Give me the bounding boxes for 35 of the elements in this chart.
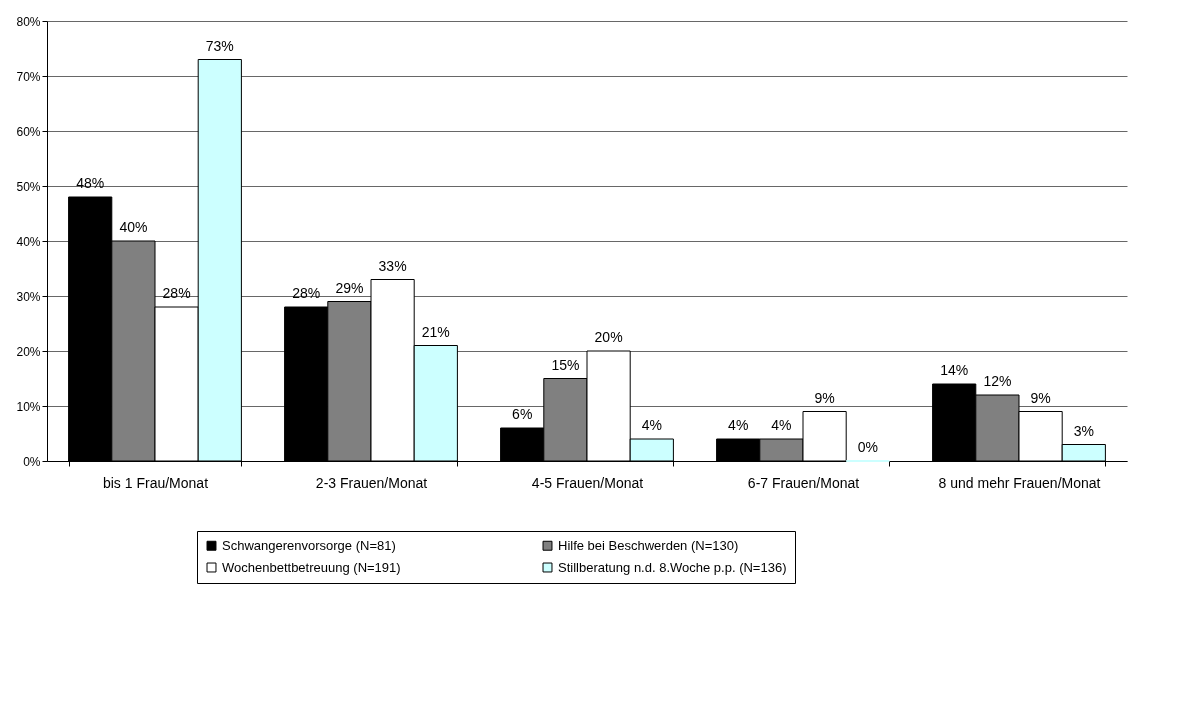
data-label: 21% xyxy=(421,323,450,340)
data-label: 9% xyxy=(814,389,835,406)
y-tick-label: 60% xyxy=(16,124,41,139)
data-label: 4% xyxy=(641,417,662,433)
x-tick-label: bis 1 Frau/Monat xyxy=(102,474,209,491)
x-tick-label: 2-3 Frauen/Monat xyxy=(315,474,428,491)
legend-label: Stillberatung n.d. 8.Woche p.p. (N=136) xyxy=(558,559,787,575)
legend-label: Wochenbettbetreuung (N=191) xyxy=(222,559,401,575)
y-tick-label: 10% xyxy=(16,399,41,414)
x-tick-label: 4-5 Frauen/Monat xyxy=(531,474,644,491)
data-label: 29% xyxy=(335,279,364,296)
y-tick-label: 20% xyxy=(16,344,41,359)
legend-label: Hilfe bei Beschwerden (N=130) xyxy=(558,537,739,553)
y-tick-label: 40% xyxy=(16,234,41,249)
data-label: 33% xyxy=(378,257,407,274)
data-label: 4% xyxy=(728,417,749,433)
data-label: 4% xyxy=(771,417,792,433)
x-tick-label: 6-7 Frauen/Monat xyxy=(747,474,860,491)
data-label: 20% xyxy=(594,329,623,345)
data-label: 0% xyxy=(857,439,878,455)
data-label: 12% xyxy=(983,373,1012,389)
y-tick-label: 50% xyxy=(16,179,41,194)
y-tick-label: 70% xyxy=(16,69,41,84)
y-tick-label: 80% xyxy=(16,14,41,29)
data-label: 15% xyxy=(551,356,580,373)
data-label: 14% xyxy=(940,362,969,378)
data-label: 73% xyxy=(205,37,234,54)
data-label: 40% xyxy=(119,219,148,235)
y-tick-label: 30% xyxy=(16,289,41,304)
data-label: 9% xyxy=(1030,389,1051,406)
data-label: 6% xyxy=(512,406,533,422)
data-label: 3% xyxy=(1073,422,1094,439)
x-tick-label: 8 und mehr Frauen/Monat xyxy=(938,474,1101,491)
legend-label: Schwangerenvorsorge (N=81) xyxy=(222,537,396,553)
y-tick-label: 0% xyxy=(23,454,41,469)
